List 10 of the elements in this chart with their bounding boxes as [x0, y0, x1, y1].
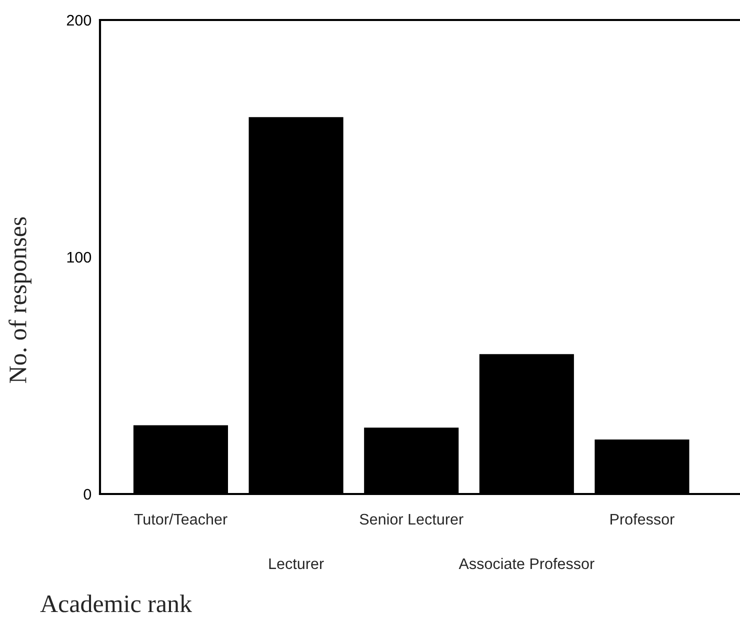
- x-tick-label: Lecturer: [269, 558, 324, 570]
- y-tick-label: 200: [66, 14, 92, 26]
- x-axis-title: Academic rank: [40, 594, 192, 612]
- x-tick-label: Associate Professor: [458, 558, 594, 570]
- y-axis-title: No. of responses: [8, 217, 32, 383]
- y-tick-label: 100: [67, 252, 92, 263]
- x-tick-label: Senior Lecturer: [360, 513, 464, 525]
- y-tick-label: 0: [84, 488, 92, 500]
- x-tick-label: Professor: [610, 513, 674, 525]
- x-tick-label: Tutor/Teacher: [134, 513, 228, 525]
